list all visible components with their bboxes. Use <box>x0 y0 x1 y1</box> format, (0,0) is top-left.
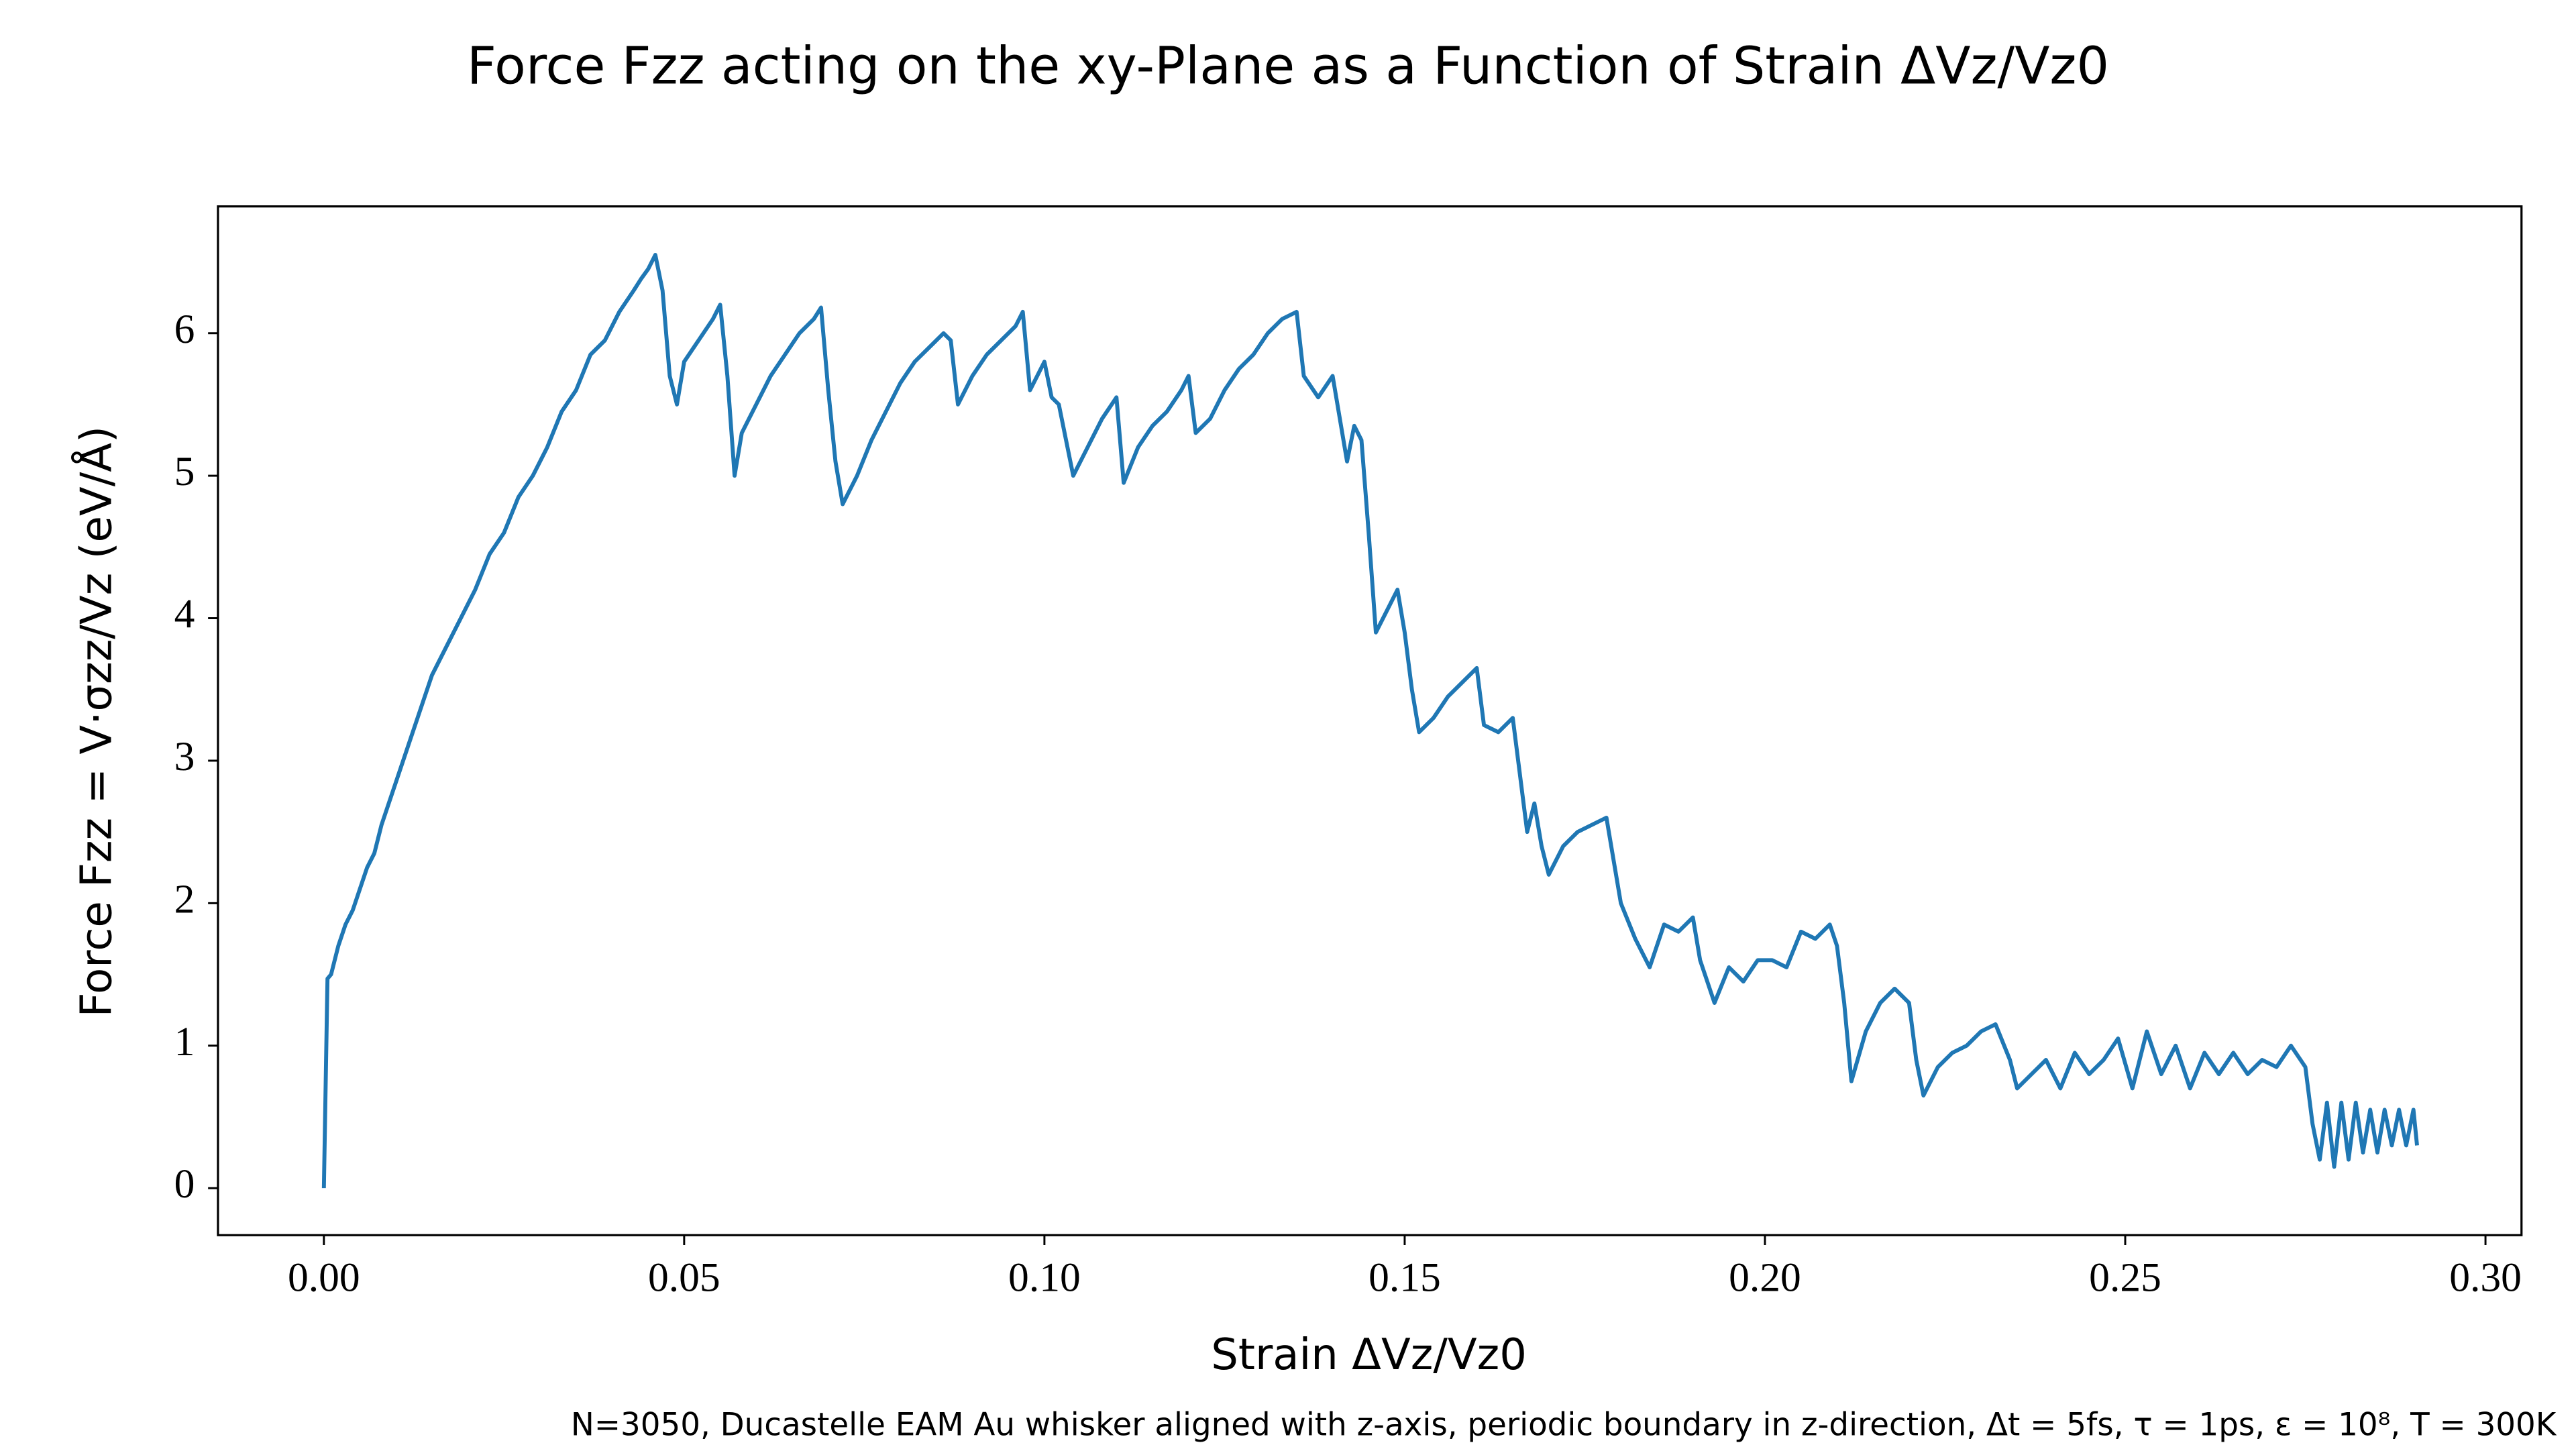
x-tick-label: 0.10 <box>1008 1254 1081 1300</box>
data-line <box>321 252 2419 1189</box>
x-tick-label: 0.30 <box>2449 1254 2522 1300</box>
y-tick-label: 2 <box>174 876 195 922</box>
y-tick-label: 1 <box>174 1019 195 1065</box>
y-tick-label: 3 <box>174 734 195 780</box>
y-tick-label: 0 <box>174 1161 195 1207</box>
footnote: N=3050, Ducastelle EAM Au whisker aligne… <box>571 1407 2557 1443</box>
y-tick-label: 4 <box>174 592 195 637</box>
plot-frame <box>217 205 2523 1236</box>
x-tick-label: 0.20 <box>1729 1254 1801 1300</box>
x-tick-label: 0.00 <box>288 1254 360 1300</box>
y-axis-label: Force Fzz = V·σzz/Vz (eV/Å) <box>70 426 121 1017</box>
x-tick-label: 0.05 <box>648 1254 720 1300</box>
x-tick-label: 0.25 <box>2089 1254 2161 1300</box>
x-tick-label: 0.15 <box>1368 1254 1441 1300</box>
chart-title: Force Fzz acting on the xy-Plane as a Fu… <box>467 36 2109 95</box>
y-tick-label: 5 <box>174 449 195 494</box>
y-tick-label: 6 <box>174 307 195 352</box>
x-axis-label: Strain ΔVz/Vz0 <box>1211 1330 1527 1380</box>
